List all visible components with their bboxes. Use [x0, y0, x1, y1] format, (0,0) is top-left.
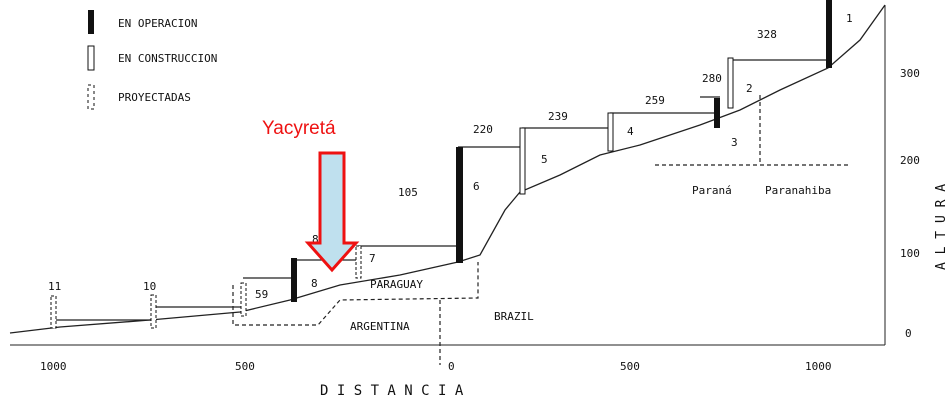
- region-label: BRAZIL: [494, 310, 534, 323]
- dam-label: 5: [541, 153, 548, 166]
- elevation: 259: [645, 94, 665, 107]
- dam-label: 1: [846, 12, 853, 25]
- elevation: 239: [548, 110, 568, 123]
- dam-label: 7: [369, 252, 376, 265]
- dam-label: 2: [746, 82, 753, 95]
- highlight-arrow: [304, 151, 360, 273]
- reservoir-levels: [53, 59, 828, 321]
- x-tick-label: 1000: [40, 360, 67, 373]
- y-tick-label: 200: [900, 154, 920, 167]
- dam-label: 4: [627, 125, 634, 138]
- region-label: ARGENTINA: [350, 320, 410, 333]
- dam-label: 6: [473, 180, 480, 193]
- y-tick-label: 300: [900, 67, 920, 80]
- elevation: 59: [255, 288, 268, 301]
- region-label: Paranahiba: [765, 184, 831, 197]
- x-tick-label: 1000: [805, 360, 832, 373]
- x-tick-label: 500: [235, 360, 255, 373]
- region-label: PARAGUAY: [370, 278, 423, 291]
- elevation: 220: [473, 123, 493, 136]
- dam-label: 11: [48, 280, 61, 293]
- elevation: 280: [702, 72, 722, 85]
- legend-icon: [87, 45, 95, 71]
- river-profile: [9, 4, 886, 334]
- x-axis-title: D I S T A N C I A: [320, 383, 464, 399]
- legend-icon: [88, 10, 94, 34]
- legend-icon: [87, 84, 95, 110]
- elevation: 105: [398, 186, 418, 199]
- dams: [50, 0, 832, 329]
- x-tick-label: 0: [448, 360, 455, 373]
- y-tick-label: 0: [905, 327, 912, 340]
- legend-label: EN OPERACION: [118, 17, 197, 30]
- elevation: 328: [757, 28, 777, 41]
- dam-label: 10: [143, 280, 156, 293]
- annotation: Yacyretá: [262, 118, 336, 139]
- y-tick-label: 100: [900, 247, 920, 260]
- border-paraguay: [232, 262, 479, 326]
- legend-label: EN CONSTRUCCION: [118, 52, 217, 65]
- dam-label: 8: [311, 277, 318, 290]
- legend-label: PROYECTADAS: [118, 91, 191, 104]
- dam-label: 3: [731, 136, 738, 149]
- region-label: Paraná: [692, 184, 732, 197]
- x-tick-label: 500: [620, 360, 640, 373]
- y-axis-title: A L T U R A: [934, 184, 949, 270]
